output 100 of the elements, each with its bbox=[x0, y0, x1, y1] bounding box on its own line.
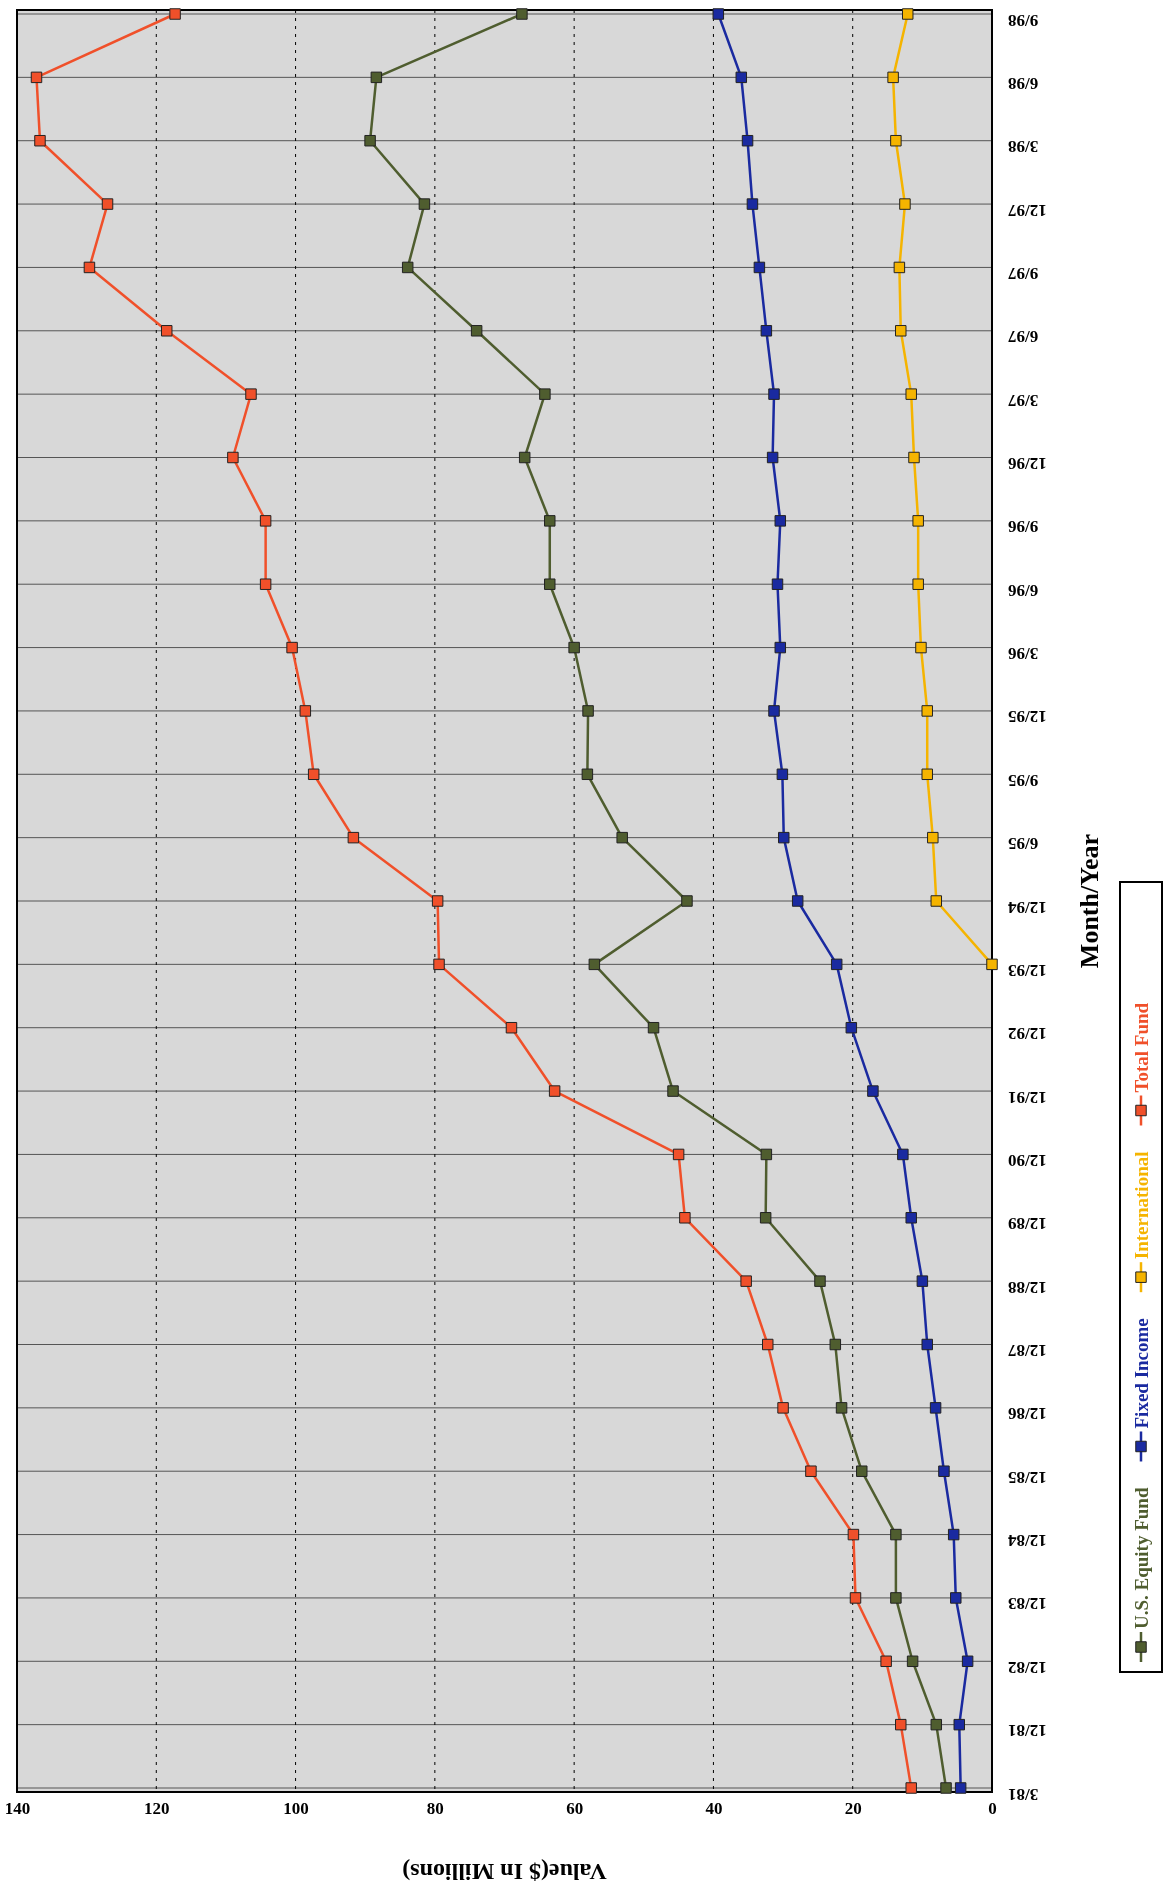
text: International bbox=[1130, 1151, 1152, 1260]
y-tick-label: 12/86 bbox=[1008, 1404, 1047, 1424]
point bbox=[867, 1085, 879, 1097]
point bbox=[901, 8, 914, 20]
point bbox=[760, 1148, 773, 1161]
point bbox=[160, 325, 173, 337]
point bbox=[347, 831, 360, 844]
point bbox=[768, 705, 780, 717]
point bbox=[835, 1402, 848, 1414]
point bbox=[712, 8, 725, 20]
point bbox=[830, 958, 843, 971]
point bbox=[912, 515, 924, 527]
point bbox=[890, 134, 902, 147]
point bbox=[849, 1592, 862, 1604]
point bbox=[259, 578, 272, 590]
point bbox=[588, 958, 601, 971]
point bbox=[895, 1718, 907, 1731]
point bbox=[740, 1275, 752, 1287]
point bbox=[505, 1021, 518, 1034]
point bbox=[890, 1592, 902, 1604]
point bbox=[681, 895, 693, 907]
point bbox=[544, 578, 556, 590]
point bbox=[908, 451, 920, 464]
y-axis-title: Month/Year bbox=[1075, 833, 1104, 969]
x-tick-label: 40 bbox=[705, 1798, 723, 1818]
point bbox=[364, 134, 376, 147]
y-tick-label: 6/96 bbox=[1008, 580, 1039, 600]
x-tick-label: 100 bbox=[283, 1798, 309, 1818]
point bbox=[845, 1021, 858, 1034]
point bbox=[916, 1275, 929, 1287]
point bbox=[539, 388, 551, 400]
x-tick-label: 120 bbox=[144, 1798, 170, 1818]
point bbox=[771, 578, 784, 590]
y-tick-label: 12/83 bbox=[1008, 1594, 1047, 1614]
point bbox=[433, 958, 445, 971]
point bbox=[774, 515, 787, 527]
point bbox=[762, 1338, 774, 1351]
point bbox=[895, 325, 907, 337]
point bbox=[418, 198, 431, 210]
point bbox=[299, 705, 312, 717]
y-tick-label: 12/93 bbox=[1008, 960, 1047, 980]
point bbox=[921, 768, 933, 781]
y-tick-label: 6/98 bbox=[1008, 73, 1039, 93]
point bbox=[791, 895, 804, 907]
point bbox=[929, 1402, 942, 1414]
point bbox=[101, 198, 114, 210]
point bbox=[814, 1275, 826, 1287]
point bbox=[921, 705, 933, 717]
y-tick-label: 12/95 bbox=[1008, 707, 1047, 727]
point bbox=[778, 831, 790, 844]
y-tick-label: 12/85 bbox=[1008, 1467, 1047, 1487]
text: Total Fund bbox=[1130, 1002, 1152, 1093]
x-tick-label: 140 bbox=[4, 1798, 31, 1818]
point bbox=[431, 895, 444, 907]
point bbox=[401, 261, 414, 274]
y-tick-label: 6/95 bbox=[1008, 834, 1039, 854]
y-tick-label: 9/95 bbox=[1008, 770, 1039, 790]
text: Fixed Income bbox=[1130, 1318, 1152, 1429]
point bbox=[905, 1782, 917, 1794]
point bbox=[672, 1148, 685, 1161]
point bbox=[307, 768, 320, 781]
point bbox=[950, 1592, 962, 1604]
y-tick-label: 12/81 bbox=[1008, 1721, 1047, 1741]
point bbox=[470, 325, 483, 337]
point bbox=[930, 1718, 943, 1731]
point bbox=[746, 198, 759, 210]
point bbox=[927, 831, 939, 844]
point bbox=[777, 1402, 789, 1414]
point bbox=[921, 1338, 933, 1351]
point bbox=[647, 1021, 660, 1034]
y-tick-label: 3/81 bbox=[1008, 1784, 1039, 1804]
point bbox=[829, 1338, 842, 1351]
point bbox=[518, 451, 531, 464]
point bbox=[616, 831, 628, 844]
y-tick-label: 9/96 bbox=[1008, 517, 1039, 537]
point bbox=[912, 578, 924, 590]
y-tick-label: 12/84 bbox=[1007, 1531, 1047, 1551]
point bbox=[893, 261, 906, 274]
point bbox=[856, 1465, 868, 1477]
point bbox=[954, 1782, 967, 1794]
point bbox=[581, 768, 594, 781]
point bbox=[544, 515, 556, 527]
point bbox=[245, 388, 257, 400]
y-tick-label: 12/94 bbox=[1007, 897, 1047, 917]
point bbox=[370, 71, 383, 84]
point bbox=[679, 1212, 691, 1224]
text: U.S. Equity Fund bbox=[1130, 1487, 1152, 1629]
point bbox=[741, 134, 754, 147]
point bbox=[905, 1212, 917, 1224]
point bbox=[548, 1085, 561, 1097]
point bbox=[905, 388, 917, 400]
point bbox=[938, 1465, 950, 1477]
point bbox=[847, 1528, 860, 1541]
point bbox=[34, 134, 46, 147]
y-tick-label: 6/97 bbox=[1007, 327, 1039, 347]
y-tick-label: 9/97 bbox=[1007, 263, 1039, 283]
point bbox=[516, 8, 528, 20]
y-tick-label: 12/96 bbox=[1008, 454, 1047, 473]
y-tick-label: 12/82 bbox=[1008, 1657, 1047, 1677]
point bbox=[766, 451, 779, 464]
